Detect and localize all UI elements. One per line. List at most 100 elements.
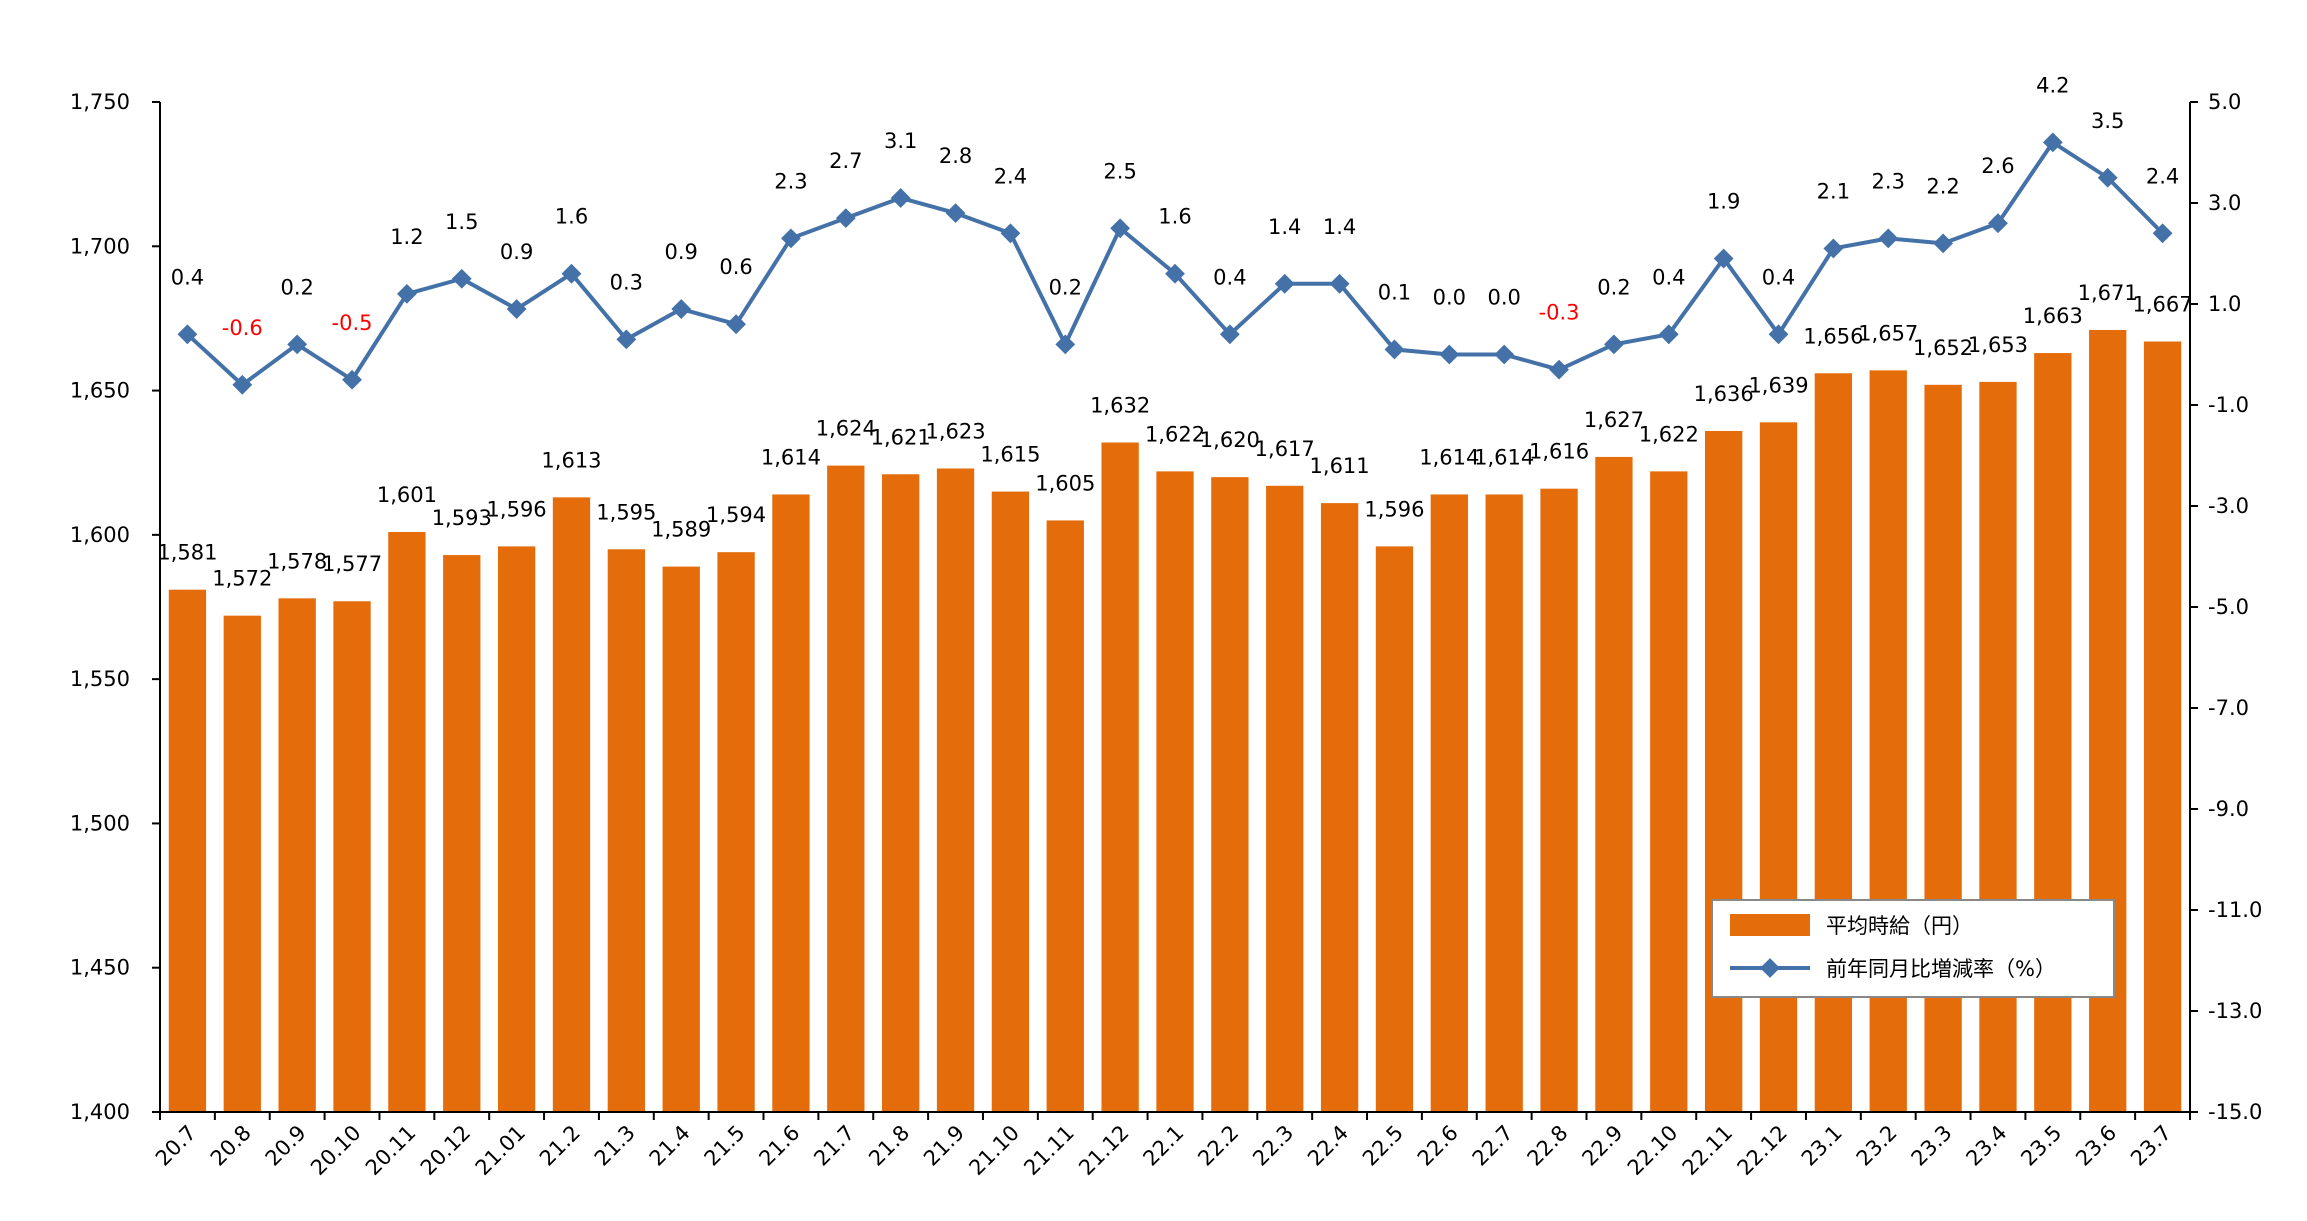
- line-point: [1933, 233, 1954, 254]
- bar: [772, 494, 810, 1112]
- bar-label-group: 1,5811,5721,5781,5771,6011,5931,5961,613…: [157, 281, 2192, 591]
- bar-value-label: 1,639: [1748, 373, 1808, 397]
- bar-value-label: 1,581: [157, 541, 217, 565]
- line-value-label: 2.7: [829, 149, 862, 173]
- bar-value-label: 1,616: [1529, 440, 1589, 464]
- bar: [1101, 442, 1139, 1112]
- x-tick-label: 22.12: [1733, 1121, 1792, 1180]
- y-right-tick-label: -13.0: [2208, 999, 2262, 1023]
- bar: [607, 549, 646, 1112]
- legend-bar-swatch: [1730, 914, 1810, 936]
- bar: [1704, 430, 1743, 1112]
- bar: [1924, 384, 1962, 1112]
- bar: [827, 465, 865, 1113]
- line-value-label: 1.6: [555, 205, 588, 229]
- line-point: [1329, 273, 1350, 294]
- line-point: [726, 314, 746, 335]
- line-value-label: 2.3: [1872, 169, 1905, 193]
- bar: [1759, 422, 1798, 1112]
- bar: [1046, 520, 1084, 1112]
- line-value-label: 0.0: [1487, 286, 1520, 310]
- bar: [1595, 456, 1633, 1112]
- line-value-label: -0.6: [222, 316, 263, 340]
- x-tick-label: 21.3: [590, 1121, 640, 1171]
- bar: [1375, 546, 1414, 1112]
- bar: [333, 601, 371, 1112]
- bar-value-label: 1,622: [1145, 422, 1205, 446]
- x-tick-label: 22.4: [1303, 1121, 1353, 1171]
- x-tick-label: 21.4: [645, 1121, 695, 1171]
- line-value-label: 2.4: [2146, 164, 2179, 188]
- line-point: [177, 324, 198, 345]
- bar-value-label: 1,623: [925, 419, 985, 443]
- line-value-label: 0.6: [719, 255, 752, 279]
- x-tick-label: 23.6: [2071, 1121, 2121, 1171]
- line-value-label: 0.1: [1378, 280, 1411, 304]
- line-value-label: 0.4: [1652, 265, 1685, 289]
- x-tick-label: 21.01: [471, 1121, 530, 1180]
- bar-value-label: 1,614: [761, 445, 821, 469]
- bar: [223, 615, 261, 1112]
- y-left-tick-label: 1,500: [70, 811, 130, 835]
- bar-value-label: 1,611: [1310, 454, 1370, 478]
- x-tick-label: 23.7: [2126, 1121, 2176, 1171]
- y-right-tick-label: -15.0: [2208, 1100, 2262, 1124]
- y-right-tick-label: -1.0: [2208, 393, 2249, 417]
- bar-value-label: 1,577: [322, 552, 382, 576]
- bar-value-label: 1,621: [871, 425, 931, 449]
- bar-value-label: 1,595: [596, 500, 656, 524]
- legend-bar-label: 平均時給（円）: [1826, 914, 1973, 938]
- line-value-label: 3.1: [884, 129, 917, 153]
- y-right-tick-label: 3.0: [2208, 191, 2241, 215]
- bar-value-label: 1,593: [432, 506, 492, 530]
- x-tick-label: 22.8: [1523, 1121, 1573, 1171]
- x-tick-label: 20.10: [306, 1121, 365, 1180]
- bar: [1540, 488, 1578, 1113]
- line-point: [1439, 344, 1460, 365]
- bar: [1814, 373, 1853, 1112]
- y-right-tick-label: -9.0: [2208, 797, 2249, 821]
- bar: [1650, 471, 1688, 1112]
- x-tick-label: 21.12: [1074, 1121, 1133, 1180]
- bar-value-label: 1,596: [1364, 497, 1424, 521]
- line-value-label: 2.1: [1817, 179, 1850, 203]
- x-tick-label: 21.11: [1019, 1121, 1078, 1180]
- line-point: [945, 203, 966, 223]
- line-path: [186, 140, 2164, 387]
- line-value-label: 2.2: [1926, 174, 1959, 198]
- x-tick-label: 21.2: [535, 1121, 585, 1171]
- x-tick-label: 20.9: [261, 1121, 311, 1171]
- line-point: [1658, 324, 1679, 345]
- x-tick-label: 23.1: [1797, 1121, 1847, 1171]
- bar-value-label: 1,652: [1913, 336, 1973, 360]
- line-value-label: 1.2: [390, 225, 423, 249]
- bar-value-label: 1,627: [1584, 408, 1644, 432]
- line-point: [781, 228, 801, 249]
- x-tick-label: 20.8: [206, 1121, 256, 1171]
- bar-value-label: 1,617: [1255, 437, 1315, 461]
- bar: [1979, 381, 2017, 1112]
- bar: [1211, 477, 1249, 1113]
- line-value-label: 0.0: [1433, 286, 1466, 310]
- line-point: [2152, 223, 2173, 244]
- line-point: [1823, 238, 1844, 259]
- bar-value-label: 1,578: [267, 549, 327, 573]
- line-value-label: 1.4: [1268, 215, 1301, 239]
- line-value-label: 0.4: [1762, 265, 1795, 289]
- line-point: [1000, 223, 1021, 244]
- x-tick-label: 20.11: [361, 1121, 420, 1180]
- y-left-tick-label: 1,550: [70, 667, 130, 691]
- bar: [1485, 494, 1523, 1112]
- line-point: [671, 299, 692, 319]
- y-right-tick-label: -5.0: [2208, 595, 2249, 619]
- bar: [717, 552, 755, 1112]
- line-value-label: 0.4: [171, 265, 204, 289]
- x-tick-label: 22.5: [1358, 1121, 1408, 1171]
- x-tick-label: 21.6: [754, 1121, 804, 1171]
- bar-value-label: 1,663: [2023, 304, 2083, 328]
- bar-value-label: 1,601: [377, 483, 437, 507]
- bar: [1869, 370, 1907, 1112]
- line-point: [2097, 167, 2118, 188]
- line-value-label: -0.3: [1539, 301, 1580, 325]
